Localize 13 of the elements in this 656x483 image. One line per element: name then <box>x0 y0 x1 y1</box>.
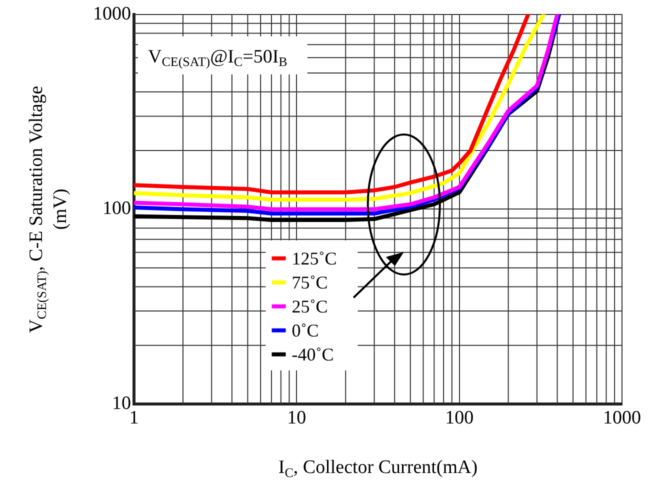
y-tick-label: 100 <box>102 198 131 220</box>
legend-label: 0˚C <box>292 320 319 340</box>
legend-label: -40˚C <box>292 344 334 364</box>
x-tick-label: 10 <box>287 407 306 428</box>
legend-label: 125˚C <box>292 248 337 268</box>
legend-label: 75˚C <box>292 272 328 292</box>
y-axis-title: VCE(SAT), C-E Saturation Voltage (mV) <box>26 86 71 333</box>
x-tick-label: 100 <box>445 407 474 428</box>
x-tick-label: 1 <box>129 407 139 428</box>
y-tick-label: 1000 <box>93 3 131 24</box>
y-tick-label: 10 <box>112 392 131 414</box>
legend-label: 25˚C <box>292 296 328 316</box>
x-tick-label: 1000 <box>603 407 641 428</box>
